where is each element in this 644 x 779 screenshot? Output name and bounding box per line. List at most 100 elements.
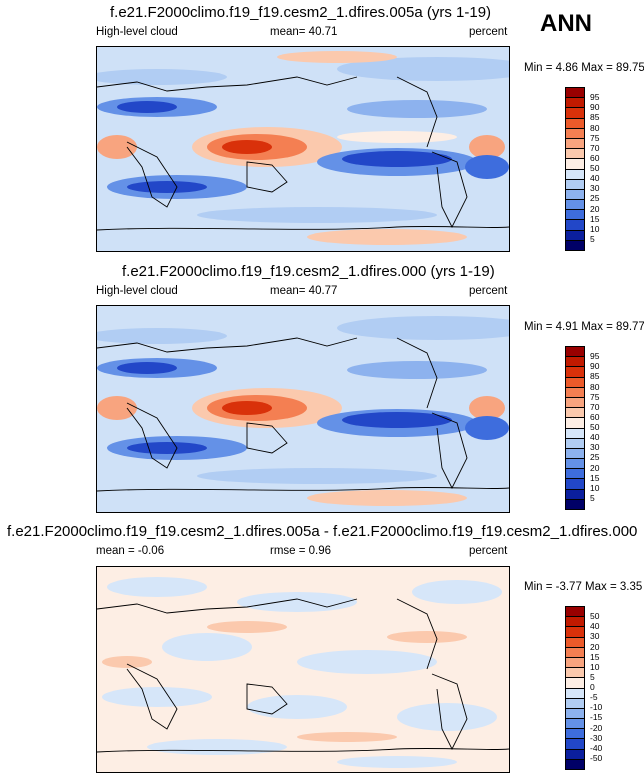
colorbar-swatch — [566, 617, 584, 628]
colorbar-swatch — [566, 387, 584, 398]
colorbar-label: 10 — [590, 661, 600, 672]
colorbar-swatch — [566, 428, 584, 439]
colorbar-label: 70 — [590, 142, 600, 153]
colorbar-label: 30 — [590, 183, 600, 194]
colorbar-swatch — [566, 220, 584, 231]
season-label: ANN — [540, 10, 592, 37]
colorbar-label: -30 — [590, 732, 603, 743]
colorbar-swatch — [566, 418, 584, 429]
colorbar-label: 40 — [590, 621, 600, 632]
panel3-map — [96, 566, 510, 773]
colorbar-swatch — [566, 98, 584, 109]
colorbar-label: 30 — [590, 442, 600, 453]
colorbar-label: 5 — [590, 671, 595, 682]
colorbar-label: 20 — [590, 462, 600, 473]
panel3-colorbar — [565, 606, 585, 770]
colorbar-label: 60 — [590, 411, 600, 422]
colorbar-label: 0 — [590, 682, 595, 692]
colorbar-swatch — [566, 149, 584, 160]
colorbar-label: 10 — [590, 482, 600, 493]
panel1-minmax: Min = 4.86 Max = 89.75 — [524, 62, 644, 74]
colorbar-label: 90 — [590, 102, 600, 113]
panel1-units-label: percent — [469, 26, 508, 38]
colorbar-swatch — [566, 108, 584, 119]
panel3-units-label: percent — [469, 545, 508, 557]
colorbar-label: 75 — [590, 391, 600, 402]
colorbar-label: -5 — [590, 692, 598, 703]
colorbar-label: 85 — [590, 371, 600, 382]
panel1-colorbar — [565, 87, 585, 251]
colorbar-label: 85 — [590, 112, 600, 123]
panel1-map — [96, 46, 510, 252]
colorbar-label: 5 — [590, 492, 595, 503]
colorbar-label: 40 — [590, 432, 600, 443]
colorbar-swatch — [566, 438, 584, 449]
colorbar-swatch — [566, 459, 584, 470]
colorbar-swatch — [566, 88, 584, 99]
colorbar-swatch — [566, 210, 584, 221]
colorbar-swatch — [566, 240, 584, 250]
colorbar-label: -20 — [590, 722, 603, 733]
panel2-variable-label: High-level cloud — [96, 285, 178, 297]
colorbar-label: 15 — [590, 213, 600, 224]
colorbar-swatch — [566, 627, 584, 638]
colorbar-label: 90 — [590, 361, 600, 372]
colorbar-label: 75 — [590, 132, 600, 143]
panel2-title: f.e21.F2000climo.f19_f19.cesm2_1.dfires.… — [122, 263, 495, 280]
colorbar-swatch — [566, 408, 584, 419]
colorbar-swatch — [566, 179, 584, 190]
colorbar-swatch — [566, 169, 584, 180]
colorbar-swatch — [566, 708, 584, 720]
colorbar-swatch — [566, 489, 584, 500]
panel2-mean-label: mean= 40.77 — [270, 285, 338, 297]
colorbar-swatch — [566, 637, 584, 648]
colorbar-label: 50 — [590, 422, 600, 432]
colorbar-swatch — [566, 739, 584, 750]
colorbar-label: -15 — [590, 712, 603, 723]
panel3-rmse-label: rmse = 0.96 — [270, 545, 332, 557]
colorbar-swatch — [566, 759, 584, 769]
colorbar-label: 80 — [590, 381, 600, 392]
colorbar-label: 30 — [590, 631, 600, 642]
colorbar-swatch — [566, 397, 584, 409]
colorbar-label: 40 — [590, 173, 600, 184]
colorbar-swatch — [566, 189, 584, 201]
panel2-colorbar — [565, 346, 585, 510]
colorbar-label: 50 — [590, 611, 600, 622]
panel2-minmax: Min = 4.91 Max = 89.77 — [524, 321, 644, 333]
colorbar-label: 20 — [590, 203, 600, 214]
colorbar-label: 25 — [590, 452, 600, 463]
panel3-mean-label: mean = -0.06 — [96, 545, 165, 557]
colorbar-swatch — [566, 159, 584, 170]
panel2-map — [96, 305, 510, 513]
colorbar-label: 50 — [590, 163, 600, 173]
colorbar-swatch — [566, 377, 584, 388]
colorbar-label: 15 — [590, 472, 600, 483]
colorbar-label: 25 — [590, 193, 600, 204]
panel2-units-label: percent — [469, 285, 508, 297]
colorbar-swatch — [566, 657, 584, 669]
colorbar-label: 95 — [590, 351, 600, 362]
colorbar-swatch — [566, 749, 584, 760]
colorbar-swatch — [566, 688, 584, 699]
colorbar-swatch — [566, 668, 584, 679]
colorbar-swatch — [566, 499, 584, 509]
colorbar-swatch — [566, 230, 584, 241]
colorbar-swatch — [566, 479, 584, 490]
panel3-title: f.e21.F2000climo.f19_f19.cesm2_1.dfires.… — [7, 523, 638, 540]
colorbar-label: 70 — [590, 401, 600, 412]
colorbar-swatch — [566, 357, 584, 368]
colorbar-swatch — [566, 729, 584, 740]
colorbar-swatch — [566, 448, 584, 460]
colorbar-label: 5 — [590, 233, 595, 244]
colorbar-label: -40 — [590, 742, 603, 753]
colorbar-swatch — [566, 347, 584, 358]
colorbar-label: 15 — [590, 651, 600, 662]
colorbar-swatch — [566, 678, 584, 689]
colorbar-swatch — [566, 138, 584, 150]
panel3-minmax: Min = -3.77 Max = 3.35 — [524, 581, 643, 593]
panel1-title: f.e21.F2000climo.f19_f19.cesm2_1.dfires.… — [110, 4, 492, 21]
colorbar-swatch — [566, 719, 584, 730]
colorbar-label: 80 — [590, 122, 600, 133]
colorbar-swatch — [566, 698, 584, 709]
